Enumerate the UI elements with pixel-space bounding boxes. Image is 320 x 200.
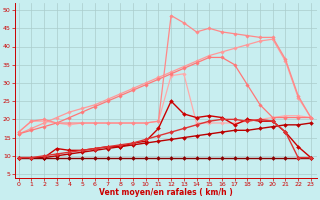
X-axis label: Vent moyen/en rafales ( km/h ): Vent moyen/en rafales ( km/h ) (99, 188, 233, 197)
